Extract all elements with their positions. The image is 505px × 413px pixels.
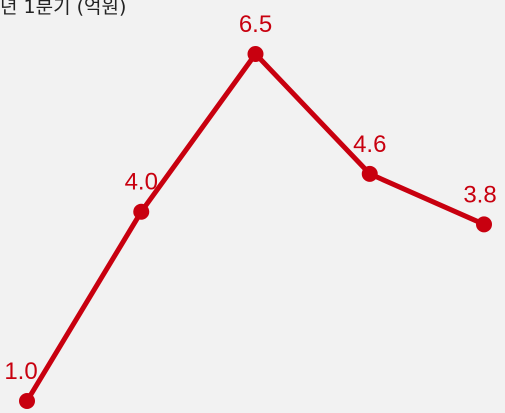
data-point-3 (247, 46, 264, 62)
data-label-5: 3.8 (463, 181, 496, 208)
series-line (24, 51, 487, 404)
data-label-4: 4.6 (353, 131, 386, 158)
data-label-3: 6.5 (239, 11, 272, 38)
data-label-2: 4.0 (125, 169, 158, 196)
data-point-4 (361, 165, 378, 182)
data-point-1 (19, 393, 35, 409)
data-label-1: 1.0 (4, 358, 37, 385)
data-point-2 (133, 203, 150, 220)
points-layer (19, 46, 492, 409)
labels-layer: 1.0 4.0 6.5 4.6 3.8 (4, 11, 496, 385)
data-point-5 (476, 216, 492, 233)
chart-title-fragment: 년 1분기 (억원) (0, 0, 127, 18)
